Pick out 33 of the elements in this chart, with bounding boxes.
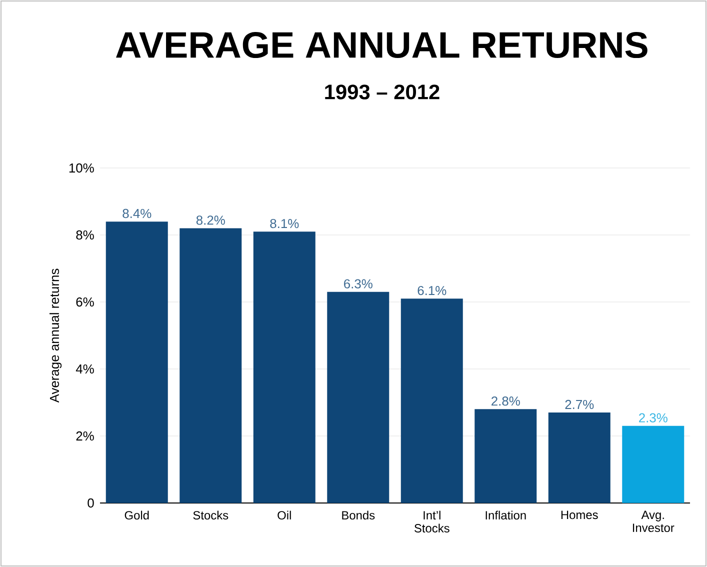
y-tick-label: 4% [76, 364, 94, 374]
y-tick-label: 10% [69, 163, 94, 173]
y-axis-title: Average annual returns [50, 268, 62, 403]
chart-subtitle: 1993 – 2012 [325, 84, 440, 100]
data-label: 6.3% [344, 279, 372, 288]
data-label: 6.1% [418, 286, 446, 296]
y-tick-label: 8% [76, 230, 94, 240]
x-tick-label: Stocks [193, 510, 228, 520]
x-tick-label: Oil [278, 510, 291, 520]
x-tick-label: Gold [124, 510, 149, 520]
bar [180, 228, 242, 503]
bar [327, 292, 390, 503]
x-tick-label: Homes [561, 510, 598, 520]
bar [622, 426, 684, 503]
bar [400, 298, 463, 503]
bar [474, 409, 537, 503]
x-tick-label: Inflation [486, 510, 526, 520]
chart-title: AVERAGE ANNUAL RETURNS [116, 32, 648, 58]
x-tick-label: Bonds [342, 510, 375, 520]
bar [253, 232, 316, 503]
data-label: 2.3% [639, 413, 668, 422]
x-tick-label: Int’l Stocks [414, 510, 450, 532]
bar [548, 412, 610, 503]
data-label: 8.2% [196, 216, 225, 225]
bar [106, 222, 168, 503]
data-label: 8.4% [122, 208, 152, 218]
data-label: 2.7% [565, 400, 594, 410]
y-tick-label: 0 [88, 498, 94, 508]
y-tick-label: 6% [76, 297, 94, 307]
data-label: 8.1% [270, 218, 299, 228]
x-tick-label: Avg. Investor [632, 510, 674, 532]
y-tick-label: 2% [76, 431, 94, 441]
data-label: 2.8% [492, 396, 520, 406]
